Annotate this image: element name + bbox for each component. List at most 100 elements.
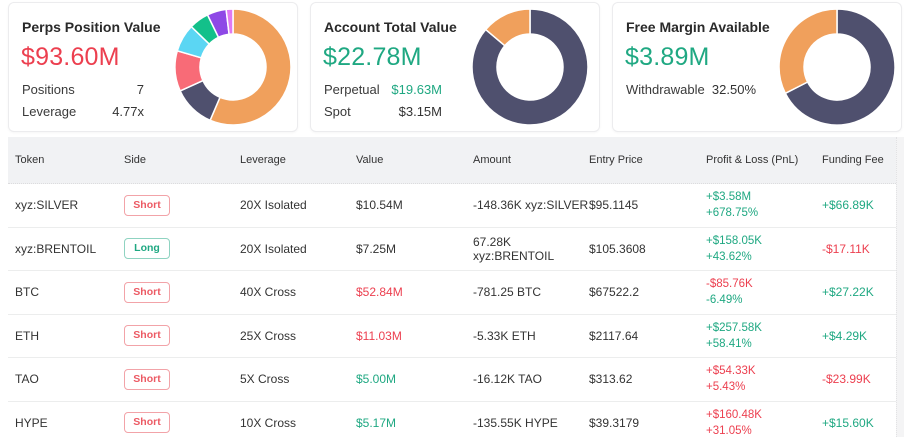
side-cell: Long — [124, 238, 240, 260]
header-funding-fee[interactable]: Funding Fee — [822, 154, 884, 166]
free-margin-card: Free Margin Available $3.89M Withdrawabl… — [612, 2, 902, 132]
positions-table: Token Side Leverage Value Amount Entry P… — [8, 137, 896, 437]
header-token[interactable]: Token — [15, 154, 45, 166]
leverage-cell: 25X Cross — [240, 328, 297, 343]
donut-slice-btc[interactable] — [209, 8, 292, 126]
perps-position-card: Perps Position Value $93.60M Positions 7… — [8, 2, 298, 132]
donut-slice-withdrawable[interactable] — [778, 8, 838, 95]
entry-price-cell: $2117.64 — [589, 328, 639, 343]
table-row[interactable]: ETH Short 25X Cross $11.03M -5.33K ETH $… — [8, 315, 896, 358]
funding-fee-cell: +$15.60K — [822, 415, 874, 430]
amount-cell: 67.28K xyz:BRENTOIL — [473, 234, 555, 263]
side-badge: Short — [124, 194, 170, 216]
amount-cell: -148.36K xyz:SILVER — [473, 198, 589, 213]
side-cell: Short — [124, 412, 240, 434]
account-value: $22.78M — [323, 43, 422, 71]
margin-card-title: Free Margin Available — [626, 19, 770, 35]
leverage-value: 4.77x — [112, 104, 144, 119]
table-row[interactable]: xyz:SILVER Short 20X Isolated $10.54M -1… — [8, 184, 896, 228]
pnl-percent: +31.05% — [706, 424, 752, 437]
pnl-cell: +$54.33K +5.43% — [706, 365, 822, 393]
table-row[interactable]: BTC Short 40X Cross $52.84M -781.25 BTC … — [8, 271, 896, 315]
funding-fee-cell: +$4.29K — [822, 328, 868, 343]
withdrawable-row: Withdrawable 32.50% — [626, 82, 756, 97]
spot-value: $3.15M — [398, 104, 442, 119]
pnl-amount: +$158.05K — [706, 234, 762, 247]
leverage-row: Leverage 4.77x — [22, 104, 144, 119]
side-cell: Short — [124, 194, 240, 216]
donut-slice-other[interactable] — [225, 8, 234, 36]
leverage-cell: 10X Cross — [240, 415, 297, 430]
amount-cell: -135.55K HYPE — [473, 415, 558, 430]
donut-slice-used[interactable] — [784, 8, 896, 126]
side-badge: Long — [124, 238, 170, 260]
pnl-cell: +$158.05K +43.62% — [706, 235, 822, 263]
donut-slice-spot[interactable] — [484, 8, 531, 47]
value-cell: $11.03M — [356, 328, 402, 343]
pnl-percent: -6.49% — [706, 294, 743, 307]
account-card-title: Account Total Value — [324, 19, 457, 35]
token-cell: TAO — [15, 372, 39, 387]
perpetual-row: Perpetual $19.63M — [324, 82, 442, 97]
table-scrollbar[interactable] — [896, 137, 904, 437]
pnl-percent: +58.41% — [706, 337, 752, 350]
side-badge: Short — [124, 325, 170, 347]
entry-price-cell: $67522.2 — [589, 285, 640, 300]
pnl-cell: +$160.48K +31.05% — [706, 409, 822, 437]
pnl-percent: +5.43% — [706, 381, 746, 394]
table-header: Token Side Leverage Value Amount Entry P… — [8, 137, 896, 184]
header-side[interactable]: Side — [124, 154, 147, 166]
value-cell: $5.17M — [356, 415, 397, 430]
value-cell: $5.00M — [356, 372, 397, 387]
leverage-label: Leverage — [22, 104, 77, 119]
leverage-cell: 40X Cross — [240, 285, 297, 300]
withdrawable-label: Withdrawable — [626, 82, 705, 97]
header-value[interactable]: Value — [356, 154, 384, 166]
table-row[interactable]: TAO Short 5X Cross $5.00M -16.12K TAO $3… — [8, 358, 896, 402]
amount-cell: -16.12K TAO — [473, 372, 542, 387]
amount-cell: -5.33K ETH — [473, 328, 536, 343]
funding-fee-cell: -$17.11K — [822, 241, 870, 256]
pnl-cell: -$85.76K -6.49% — [706, 278, 822, 306]
positions-label: Positions — [22, 82, 75, 97]
pnl-cell: +$257.58K +58.41% — [706, 322, 822, 350]
withdrawable-value: 32.50% — [711, 82, 756, 97]
positions-row: Positions 7 — [22, 82, 144, 97]
pnl-amount: +$257.58K — [706, 321, 762, 334]
positions-value: 7 — [136, 82, 144, 97]
entry-price-cell: $105.3608 — [589, 241, 646, 256]
header-leverage[interactable]: Leverage — [240, 154, 286, 166]
table-row[interactable]: HYPE Short 10X Cross $5.17M -135.55K HYP… — [8, 402, 896, 437]
side-badge: Short — [124, 412, 170, 434]
token-cell: HYPE — [15, 415, 48, 430]
perpetual-value: $19.63M — [391, 82, 442, 97]
table-row[interactable]: xyz:BRENTOIL Long 20X Isolated $7.25M 67… — [8, 228, 896, 271]
side-cell: Short — [124, 368, 240, 390]
funding-fee-cell: +$66.89K — [822, 198, 874, 213]
side-badge: Short — [124, 281, 170, 303]
token-cell: BTC — [15, 285, 39, 300]
token-cell: ETH — [15, 328, 39, 343]
token-cell: xyz:BRENTOIL — [15, 241, 97, 256]
side-cell: Short — [124, 281, 240, 303]
leverage-cell: 5X Cross — [240, 372, 290, 387]
side-badge: Short — [124, 368, 170, 390]
entry-price-cell: $39.3179 — [589, 415, 640, 430]
pnl-cell: +$3.58M +678.75% — [706, 191, 822, 219]
funding-fee-cell: +$27.22K — [822, 285, 874, 300]
amount-cell: -781.25 BTC — [473, 285, 542, 300]
header-amount[interactable]: Amount — [473, 154, 511, 166]
pnl-percent: +678.75% — [706, 207, 759, 220]
perps-value: $93.60M — [21, 43, 120, 71]
pnl-amount: +$3.58M — [706, 191, 752, 204]
header-pnl[interactable]: Profit & Loss (PnL) — [706, 154, 799, 166]
token-cell: xyz:SILVER — [15, 198, 79, 213]
perps-donut-chart — [174, 8, 292, 126]
account-donut-chart — [471, 8, 589, 126]
pnl-amount: +$160.48K — [706, 408, 762, 421]
margin-donut-chart — [778, 8, 896, 126]
entry-price-cell: $95.1145 — [589, 198, 639, 213]
header-entry-price[interactable]: Entry Price — [589, 154, 643, 166]
donut-slice-perpetual[interactable] — [471, 8, 589, 126]
spot-row: Spot $3.15M — [324, 104, 442, 119]
